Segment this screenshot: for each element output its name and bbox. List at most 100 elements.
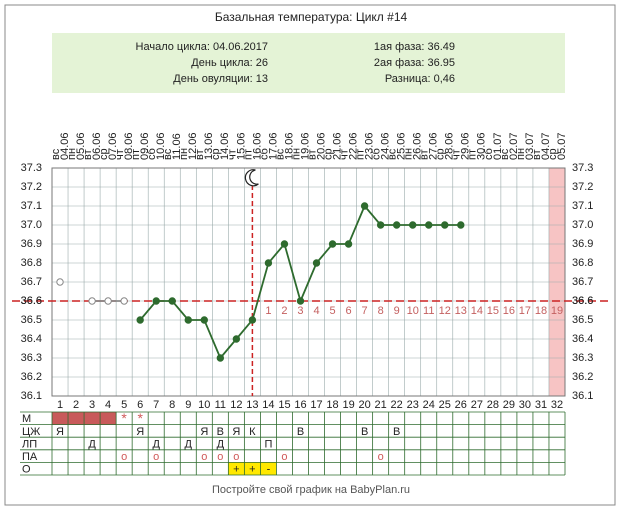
y-tick-label: 37.2 [21, 181, 42, 193]
date-label: 17.06 [267, 132, 279, 160]
weekday-label: вс [499, 148, 511, 160]
temperature-point [312, 259, 321, 267]
plot-frame [51, 167, 566, 397]
x-tick-label: 27 [471, 399, 483, 411]
luteal-day-label: 11 [423, 305, 434, 317]
date-label: 26.06 [412, 132, 424, 160]
row-cell: Д [152, 438, 160, 450]
temperature-point [152, 297, 160, 305]
x-tick-label: 19 [342, 399, 354, 411]
moon-icon [244, 169, 259, 187]
row-cell: Д [217, 438, 225, 450]
x-tick-label: 1 [57, 399, 63, 411]
row-cell: Я [56, 426, 64, 438]
y-tick-label: 37.3 [21, 162, 42, 174]
y-tick-label: 37.0 [572, 219, 593, 231]
luteal-day-label: 13 [455, 305, 467, 317]
date-label: 23.06 [364, 132, 376, 160]
temperature-point [264, 259, 273, 267]
temperature-point [168, 297, 176, 305]
temperature-point [392, 221, 401, 229]
row-cell: - [267, 464, 271, 476]
x-tick-label: 11 [215, 399, 226, 411]
x-tick-label: 23 [407, 399, 419, 411]
info-text: 2ая фаза: 36.95 [374, 57, 455, 69]
weekday-label: чт [114, 149, 126, 160]
x-tick-label: 30 [519, 399, 531, 411]
temperature-point [296, 297, 305, 305]
row-cell: Я [136, 426, 144, 438]
x-tick-label: 4 [105, 399, 111, 411]
row-cell: К [249, 426, 256, 438]
weekday-label: пт [355, 149, 367, 160]
weekday-label: ср [547, 148, 559, 160]
x-tick-label: 24 [423, 399, 435, 411]
coverline-label: 36.6 [572, 295, 593, 307]
y-tick-label: 36.9 [572, 238, 593, 250]
y-tick-label: 36.5 [572, 314, 593, 326]
row-label: ЦЖ [22, 426, 40, 438]
weekday-label: вт [419, 149, 431, 160]
row-cell: В [217, 426, 224, 438]
y-tick-label: 37.1 [21, 200, 42, 212]
weekday-label: чт [226, 149, 238, 160]
row-label: М [22, 413, 31, 425]
date-label: 28.06 [444, 132, 456, 160]
weekday-label: пн [178, 148, 190, 160]
weekday-label: вт [194, 149, 206, 160]
weekday-label: сб [146, 148, 158, 160]
temperature-point [360, 202, 369, 210]
row-cell: о [281, 451, 287, 463]
row-cell: о [201, 451, 207, 463]
luteal-day-label: 4 [313, 305, 319, 317]
y-tick-label: 36.9 [21, 238, 42, 250]
temperature-point [280, 240, 289, 248]
weekday-label: пн [290, 148, 302, 160]
row-cell: В [361, 426, 368, 438]
date-label: 21.06 [331, 132, 343, 160]
footer: Постройте свой график на BabyPlan.ru [212, 484, 410, 496]
x-tick-label: 31 [535, 399, 547, 411]
info-text: Начало цикла: 04.06.2017 [136, 41, 268, 53]
date-label: 27.06 [428, 132, 440, 160]
date-label: 13.06 [203, 132, 215, 160]
row-cell: * [137, 410, 143, 426]
row-cell: Д [185, 438, 193, 450]
luteal-day-label: 16 [503, 305, 515, 317]
date-label: 07.06 [107, 132, 119, 160]
row-label: ЛП [22, 438, 37, 450]
weekday-label: пн [515, 148, 527, 160]
weekday-label: пн [66, 148, 78, 160]
x-tick-label: 13 [246, 399, 258, 411]
y-tick-label: 36.7 [572, 276, 593, 288]
row-cell: о [121, 451, 127, 463]
period-cell [100, 412, 117, 425]
date-label: 08.06 [123, 132, 135, 160]
x-tick-label: 6 [137, 399, 143, 411]
x-tick-label: 26 [455, 399, 467, 411]
y-tick-label: 36.3 [572, 352, 593, 364]
temperature-point [104, 297, 112, 305]
temperature-point [88, 297, 96, 305]
x-tick-label: 8 [169, 399, 175, 411]
row-cell: Я [232, 426, 240, 438]
date-label: 02.07 [508, 132, 520, 160]
row-label: О [22, 464, 31, 476]
row-label: ПА [22, 451, 38, 463]
temperature-point [200, 316, 208, 324]
weekday-label: пн [403, 148, 415, 160]
temperature-point [136, 316, 144, 324]
weekday-label: пт [467, 149, 479, 160]
y-tick-label: 37.0 [21, 219, 42, 231]
date-label: 05.06 [75, 132, 87, 160]
row-cell: о [153, 451, 159, 463]
weekday-label: чт [338, 149, 350, 160]
luteal-day-label: 8 [378, 305, 384, 317]
y-tick-label: 36.5 [21, 314, 42, 326]
y-tick-label: 37.1 [572, 200, 593, 212]
weekday-label: вс [50, 148, 62, 160]
coverline-label: 36.6 [21, 295, 42, 307]
test-cell [228, 462, 245, 475]
luteal-day-label: 17 [519, 305, 531, 317]
